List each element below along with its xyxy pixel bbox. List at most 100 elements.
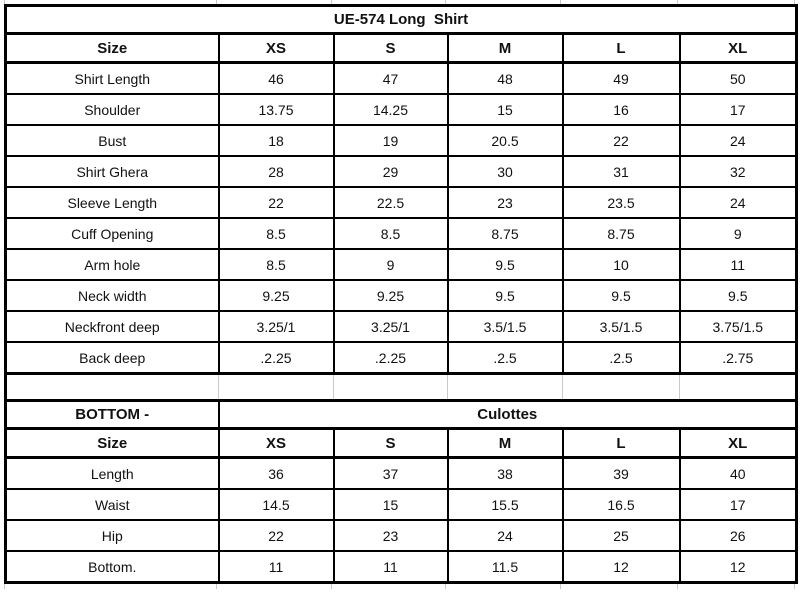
- value-cell: 16: [561, 93, 681, 126]
- column-header-s: S: [332, 427, 449, 459]
- table-row-sleeve-length: Sleeve Length 22 22.5 23 23.5 24: [4, 186, 798, 219]
- row-label: Arm hole: [4, 248, 220, 281]
- value-cell: 49: [561, 61, 681, 95]
- value-cell: 23: [446, 186, 564, 219]
- column-header-m: M: [446, 427, 564, 459]
- value-cell: 3.5/1.5: [561, 310, 681, 343]
- column-header-s: S: [332, 32, 449, 64]
- column-header-size: Size: [4, 427, 220, 459]
- value-cell: 50: [678, 61, 798, 95]
- value-cell: 8.5: [217, 248, 335, 281]
- value-cell: 22: [217, 519, 335, 552]
- bottom-section-label: BOTTOM -: [4, 399, 220, 430]
- table-row-hip: Hip 22 23 24 25 26: [4, 519, 798, 552]
- value-cell: 11: [217, 550, 335, 584]
- column-header-xl: XL: [678, 32, 798, 64]
- value-cell: 9.5: [678, 279, 798, 312]
- value-cell: 8.75: [446, 217, 564, 250]
- column-header-size: Size: [4, 32, 220, 64]
- value-cell: 28: [217, 155, 335, 188]
- value-cell: 17: [678, 93, 798, 126]
- shirt-table-title-row: UE-574 Long Shirt: [4, 4, 798, 35]
- value-cell: 47: [332, 61, 449, 95]
- row-label: Hip: [4, 519, 220, 552]
- value-cell: 36: [217, 456, 335, 490]
- value-cell: 3.25/1: [217, 310, 335, 343]
- bottom-table-header-row: Size XS S M L XL: [4, 427, 798, 459]
- value-cell: 15: [446, 93, 564, 126]
- table-row-shirt-length: Shirt Length 46 47 48 49 50: [4, 61, 798, 95]
- table-row-neckfront-deep: Neckfront deep 3.25/1 3.25/1 3.5/1.5 3.5…: [4, 310, 798, 343]
- value-cell: 31: [561, 155, 681, 188]
- value-cell: 11: [678, 248, 798, 281]
- table-row-neck-width: Neck width 9.25 9.25 9.5 9.5 9.5: [4, 279, 798, 312]
- value-cell: 19: [332, 124, 449, 157]
- value-cell: 13.75: [217, 93, 335, 126]
- row-label: Length: [4, 456, 220, 490]
- value-cell: .2.75: [678, 341, 798, 375]
- table-row-bottom: Bottom. 11 11 11.5 12 12: [4, 550, 798, 584]
- table-row-shoulder: Shoulder 13.75 14.25 15 16 17: [4, 93, 798, 126]
- clipped-row-artifact-bottom: [4, 584, 795, 589]
- value-cell: 11: [332, 550, 449, 584]
- column-header-xs: XS: [217, 32, 335, 64]
- size-chart-table: UE-574 Long Shirt Size XS S M L XL Shirt…: [4, 4, 799, 584]
- value-cell: 8.5: [332, 217, 449, 250]
- clipped-row-artifact-top: [4, 0, 795, 4]
- table-row-waist: Waist 14.5 15 15.5 16.5 17: [4, 488, 798, 521]
- column-header-l: L: [561, 32, 681, 64]
- value-cell: 8.5: [217, 217, 335, 250]
- value-cell: 16.5: [561, 488, 681, 521]
- bottom-section-title: Culottes: [217, 399, 798, 430]
- value-cell: 38: [446, 456, 564, 490]
- value-cell: 15.5: [446, 488, 564, 521]
- table-row-length: Length 36 37 38 39 40: [4, 456, 798, 490]
- value-cell: 37: [332, 456, 449, 490]
- value-cell: 3.5/1.5: [446, 310, 564, 343]
- value-cell: 22: [217, 186, 335, 219]
- table-row-arm-hole: Arm hole 8.5 9 9.5 10 11: [4, 248, 798, 281]
- table-row-back-deep: Back deep .2.25 .2.25 .2.5 .2.5 .2.75: [4, 341, 798, 375]
- row-label: Bust: [4, 124, 220, 157]
- value-cell: .2.25: [332, 341, 449, 375]
- value-cell: 15: [332, 488, 449, 521]
- table-row-shirt-ghera: Shirt Ghera 28 29 30 31 32: [4, 155, 798, 188]
- value-cell: 9: [678, 217, 798, 250]
- value-cell: 22: [561, 124, 681, 157]
- value-cell: 12: [678, 550, 798, 584]
- value-cell: 8.75: [561, 217, 681, 250]
- row-label: Shirt Length: [4, 61, 220, 95]
- value-cell: 9.5: [446, 248, 564, 281]
- value-cell: 32: [678, 155, 798, 188]
- value-cell: 14.5: [217, 488, 335, 521]
- value-cell: 9.5: [446, 279, 564, 312]
- value-cell: 22.5: [332, 186, 449, 219]
- shirt-table-header-row: Size XS S M L XL: [4, 32, 798, 64]
- value-cell: 9.5: [561, 279, 681, 312]
- value-cell: 3.75/1.5: [678, 310, 798, 343]
- value-cell: 12: [561, 550, 681, 584]
- spacer-row: [5, 372, 798, 402]
- value-cell: 11.5: [446, 550, 564, 584]
- value-cell: 30: [446, 155, 564, 188]
- value-cell: 24: [678, 186, 798, 219]
- value-cell: 18: [217, 124, 335, 157]
- value-cell: .2.25: [217, 341, 335, 375]
- table-row-bust: Bust 18 19 20.5 22 24: [4, 124, 798, 157]
- shirt-table-title: UE-574 Long Shirt: [4, 4, 798, 35]
- row-label: Shirt Ghera: [4, 155, 220, 188]
- value-cell: 3.25/1: [332, 310, 449, 343]
- value-cell: 14.25: [332, 93, 449, 126]
- row-label: Waist: [4, 488, 220, 521]
- value-cell: 23: [332, 519, 449, 552]
- row-label: Cuff Opening: [4, 217, 220, 250]
- value-cell: 23.5: [561, 186, 681, 219]
- value-cell: 24: [446, 519, 564, 552]
- row-label: Sleeve Length: [4, 186, 220, 219]
- value-cell: 46: [217, 61, 335, 95]
- value-cell: 48: [446, 61, 564, 95]
- value-cell: 9.25: [217, 279, 335, 312]
- column-header-m: M: [446, 32, 564, 64]
- value-cell: .2.5: [561, 341, 681, 375]
